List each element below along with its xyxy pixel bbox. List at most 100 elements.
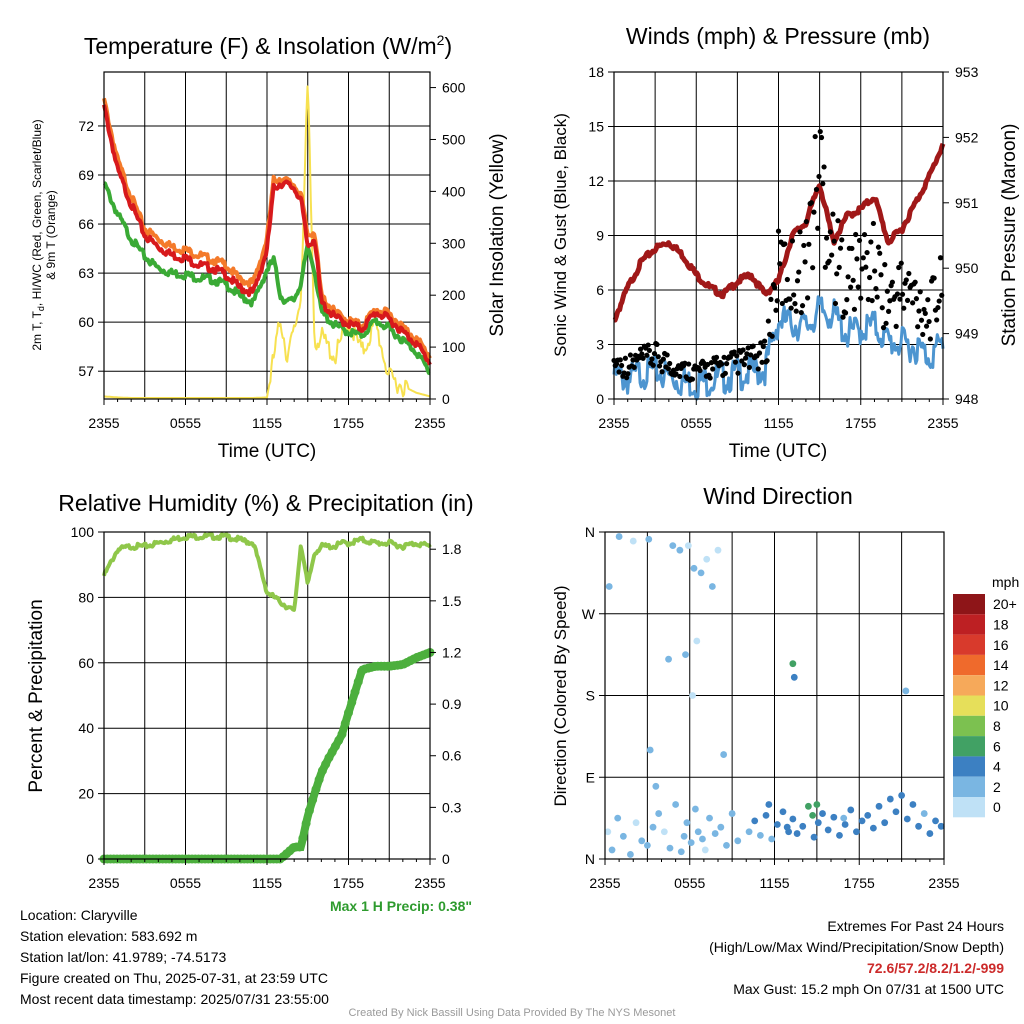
gust-point: [782, 241, 788, 247]
gust-point: [659, 369, 665, 375]
legend-label: 20+: [993, 596, 1017, 612]
x-tick-label: 1755: [844, 875, 875, 891]
direction-point: [666, 844, 674, 852]
station-info: Location: Claryville Station elevation: …: [20, 905, 329, 1010]
gust-point: [873, 286, 879, 292]
recent-text: Most recent data timestamp: 2025/07/31 2…: [20, 991, 329, 1007]
gust-point: [656, 363, 663, 369]
precip-point: [353, 677, 363, 687]
direction-point: [728, 810, 736, 817]
gust-point: [805, 295, 811, 301]
gust-point: [768, 296, 774, 302]
temperature-left-ticks: 57 60 63 66 69 72: [78, 118, 104, 379]
gust-point: [697, 367, 703, 374]
direction-point: [697, 569, 705, 577]
direction-point: [886, 795, 894, 803]
gust-point: [673, 371, 679, 377]
gust-point: [906, 270, 912, 277]
y2-tick-label: 1.2: [442, 644, 462, 660]
direction-point: [649, 823, 657, 831]
direction-point: [683, 819, 691, 827]
direction-point: [701, 846, 709, 854]
gust-point: [910, 300, 916, 306]
direction-point: [853, 828, 860, 836]
y2-tick-label: 949: [955, 326, 979, 342]
direction-point: [813, 801, 821, 808]
direction-points: [604, 533, 945, 858]
gust-point: [901, 305, 907, 311]
gust-point: [707, 375, 713, 381]
direction-left-ticks: N E S W N: [582, 524, 605, 867]
gust-point: [829, 252, 835, 258]
gust-point: [834, 271, 840, 277]
precip-point: [340, 718, 350, 728]
y-tick-label: E: [586, 769, 595, 785]
gust-point: [779, 300, 785, 307]
direction-point: [703, 555, 711, 563]
gust-point: [660, 356, 666, 362]
x-tick-label: 0555: [170, 875, 201, 891]
gust-point: [835, 218, 841, 224]
legend-label: 16: [993, 637, 1009, 653]
gust-point: [921, 306, 927, 313]
gust-point: [645, 342, 651, 348]
y-tick-label: 20: [78, 786, 94, 802]
gust-point: [756, 350, 763, 356]
gust-point: [931, 275, 937, 281]
gust-point: [806, 241, 812, 247]
gust-point: [722, 370, 728, 376]
winds-series: [611, 128, 946, 401]
gust-point: [791, 292, 797, 298]
x-tick-label: 1755: [845, 415, 876, 431]
series-line-td: [103, 181, 431, 376]
temperature-ylabel-left-1: 2m T, Td, HI/WC (Red, Green, Scarlet/Blu…: [30, 119, 46, 350]
gust-point: [916, 308, 922, 314]
gust-point: [796, 269, 802, 275]
direction-point: [892, 808, 900, 816]
gust-point: [837, 245, 844, 251]
gust-point: [904, 297, 911, 303]
gust-point: [812, 133, 818, 140]
x-tick-label: 2355: [598, 415, 629, 431]
direction-point: [789, 815, 797, 823]
direction-point: [604, 828, 612, 836]
gust-point: [913, 296, 920, 302]
gust-point: [937, 255, 944, 261]
y2-tick-label: 1.5: [442, 593, 462, 609]
temperature-xlabel: Time (UTC): [218, 441, 317, 462]
gust-point: [649, 356, 655, 362]
direction-point: [684, 542, 692, 550]
max-gust-text: Max Gust: 15.2 mph On 07/31 at 1500 UTC: [733, 981, 1004, 997]
y-tick-label: 60: [78, 655, 94, 671]
gust-point: [639, 351, 645, 357]
gust-point: [801, 242, 807, 249]
gust-point: [839, 237, 845, 243]
direction-point: [745, 828, 753, 836]
gust-point: [710, 366, 716, 372]
gust-point: [856, 237, 863, 244]
temperature-ylabel-right: Solar Insolation (Yellow): [487, 133, 508, 336]
winds-ylabel-left: Sonic Wind & Gust (Blue, Black): [551, 113, 570, 357]
y2-tick-label: 0: [442, 851, 450, 867]
winds-left-ticks: 0 3 6 9 12 15 18: [588, 64, 614, 407]
precip-point: [347, 697, 357, 707]
gust-point: [713, 354, 720, 360]
legend-swatch: [953, 614, 985, 635]
direction-point: [756, 831, 764, 839]
x-tick-label: 1755: [333, 415, 364, 431]
y2-tick-label: 0.9: [442, 696, 462, 712]
precip-point: [304, 806, 314, 816]
gust-point: [724, 361, 730, 367]
gust-point: [870, 220, 877, 227]
gust-point: [794, 278, 801, 284]
x-tick-label: 2355: [414, 875, 445, 891]
gust-point: [823, 235, 830, 241]
gust-point: [850, 277, 856, 283]
y2-tick-label: 0: [442, 391, 450, 407]
gust-point: [903, 277, 909, 283]
direction-point: [875, 802, 883, 810]
gust-point: [803, 218, 809, 225]
gust-point: [813, 186, 820, 193]
direction-point: [708, 583, 716, 590]
direction-point: [677, 848, 685, 856]
